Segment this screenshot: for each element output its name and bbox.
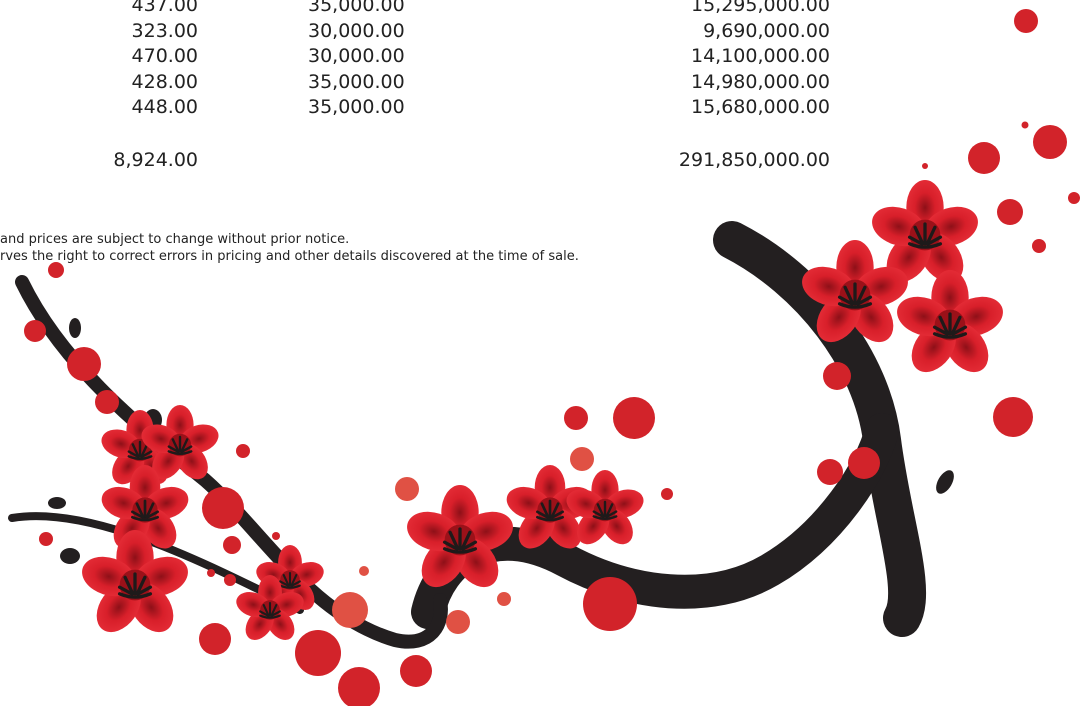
blossom-decoration [0,0,1092,706]
page: 437.0035,000.0015,295,000.00323.0030,000… [0,0,1092,706]
